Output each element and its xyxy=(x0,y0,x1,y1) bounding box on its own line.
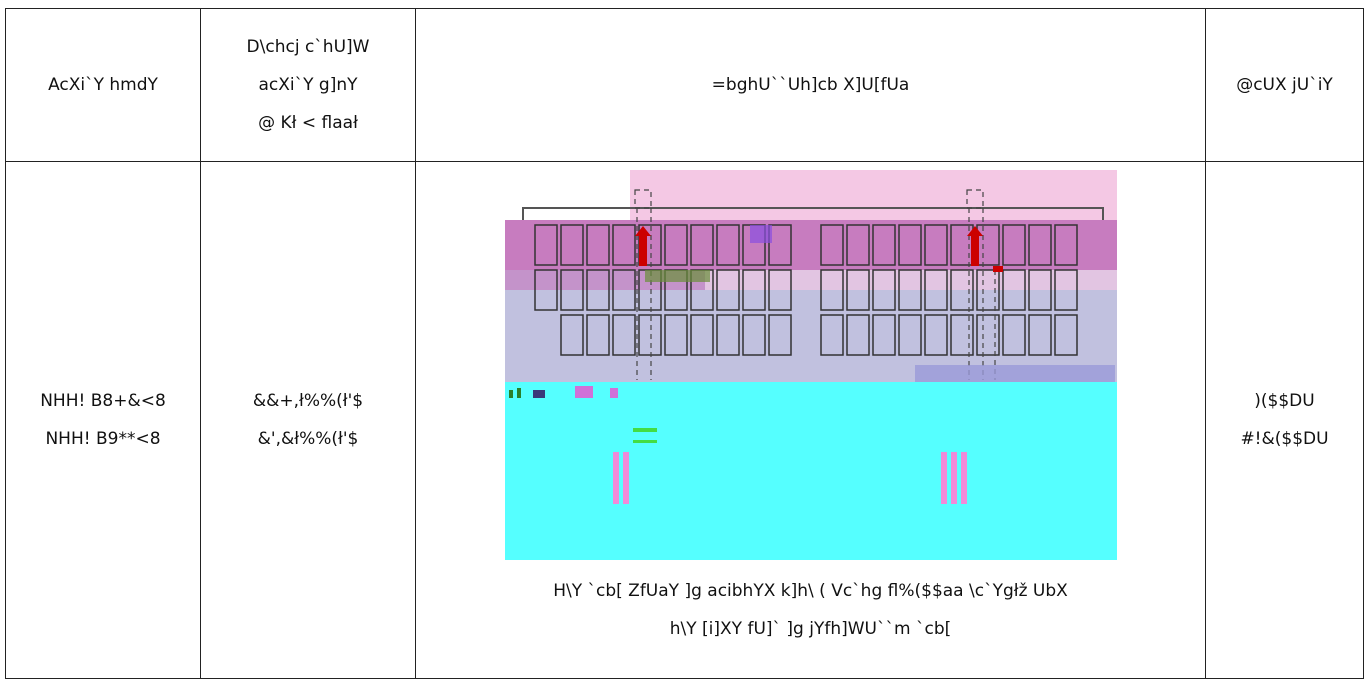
header-load-value-label: @cUX jU`iY xyxy=(1236,75,1333,95)
header-size-line-2: acXi`Y g]nY xyxy=(258,75,358,95)
header-module-type: AcXi`Y hmdY xyxy=(5,8,201,162)
cell-module-size: &&+,ł%%(ł'$ &',&ł%%(ł'$ xyxy=(200,161,416,679)
load-value-line-2: #!&($$DU xyxy=(1240,429,1329,449)
guide-lines xyxy=(633,189,996,380)
artifact-block-1 xyxy=(749,225,772,243)
artifact-strip xyxy=(914,365,1115,383)
cell-grid xyxy=(533,224,1078,356)
spec-table: AcXi`Y hmdY D\chcj c`hU]W acXi`Y g]nY @ … xyxy=(5,8,1364,679)
data-row: NHH! B8+&<8 NHH! B9**<8 &&+,ł%%(ł'$ &',&… xyxy=(5,161,1364,679)
caption-line-1: H\Y `cb[ ZfUaY ]g acibhYX k]h\ ( Vc`hg f… xyxy=(553,581,1068,601)
diagram-caption: H\Y `cb[ ZfUaY ]g acibhYX k]h\ ( Vc`hg f… xyxy=(416,560,1205,648)
cell-module-type: NHH! B8+&<8 NHH! B9**<8 xyxy=(5,161,201,679)
mounting-arrows xyxy=(634,226,1003,272)
cyan-artifacts xyxy=(508,386,967,504)
header-load-value: @cUX jU`iY xyxy=(1205,8,1364,162)
caption-line-2: h\Y [i]XY fU]` ]g jYfh]WU``m `cb[ xyxy=(669,619,952,639)
cell-installation-diagram: H\Y `cb[ ZfUaY ]g acibhYX k]h\ ( Vc`hg f… xyxy=(415,161,1206,679)
module-size-line-2: &',&ł%%(ł'$ xyxy=(257,429,359,449)
header-installation-diagram-label: =bghU``Uh]cb X]U[fUa xyxy=(711,75,910,95)
module-type-line-1: NHH! B8+&<8 xyxy=(40,391,166,411)
module-size-line-1: &&+,ł%%(ł'$ xyxy=(252,391,364,411)
load-value-line-1: )($$DU xyxy=(1254,391,1315,411)
header-module-size: D\chcj c`hU]W acXi`Y g]nY @ Kł < flaał xyxy=(200,8,416,162)
header-size-line-3: @ Kł < flaał xyxy=(258,113,358,133)
header-installation-diagram: =bghU``Uh]cb X]U[fUa xyxy=(415,8,1206,162)
cyan-area xyxy=(504,382,1117,560)
cell-load-value: )($$DU #!&($$DU xyxy=(1205,161,1364,679)
installation-diagram-svg xyxy=(504,170,1117,560)
magenta-band xyxy=(504,220,1117,270)
header-size-line-1: D\chcj c`hU]W xyxy=(246,37,370,57)
installation-diagram xyxy=(504,170,1117,560)
module-type-line-2: NHH! B9**<8 xyxy=(45,429,161,449)
artifact-block-2 xyxy=(644,270,710,282)
header-module-type-label: AcXi`Y hmdY xyxy=(48,75,158,95)
header-row: AcXi`Y hmdY D\chcj c`hU]W acXi`Y g]nY @ … xyxy=(5,8,1364,162)
